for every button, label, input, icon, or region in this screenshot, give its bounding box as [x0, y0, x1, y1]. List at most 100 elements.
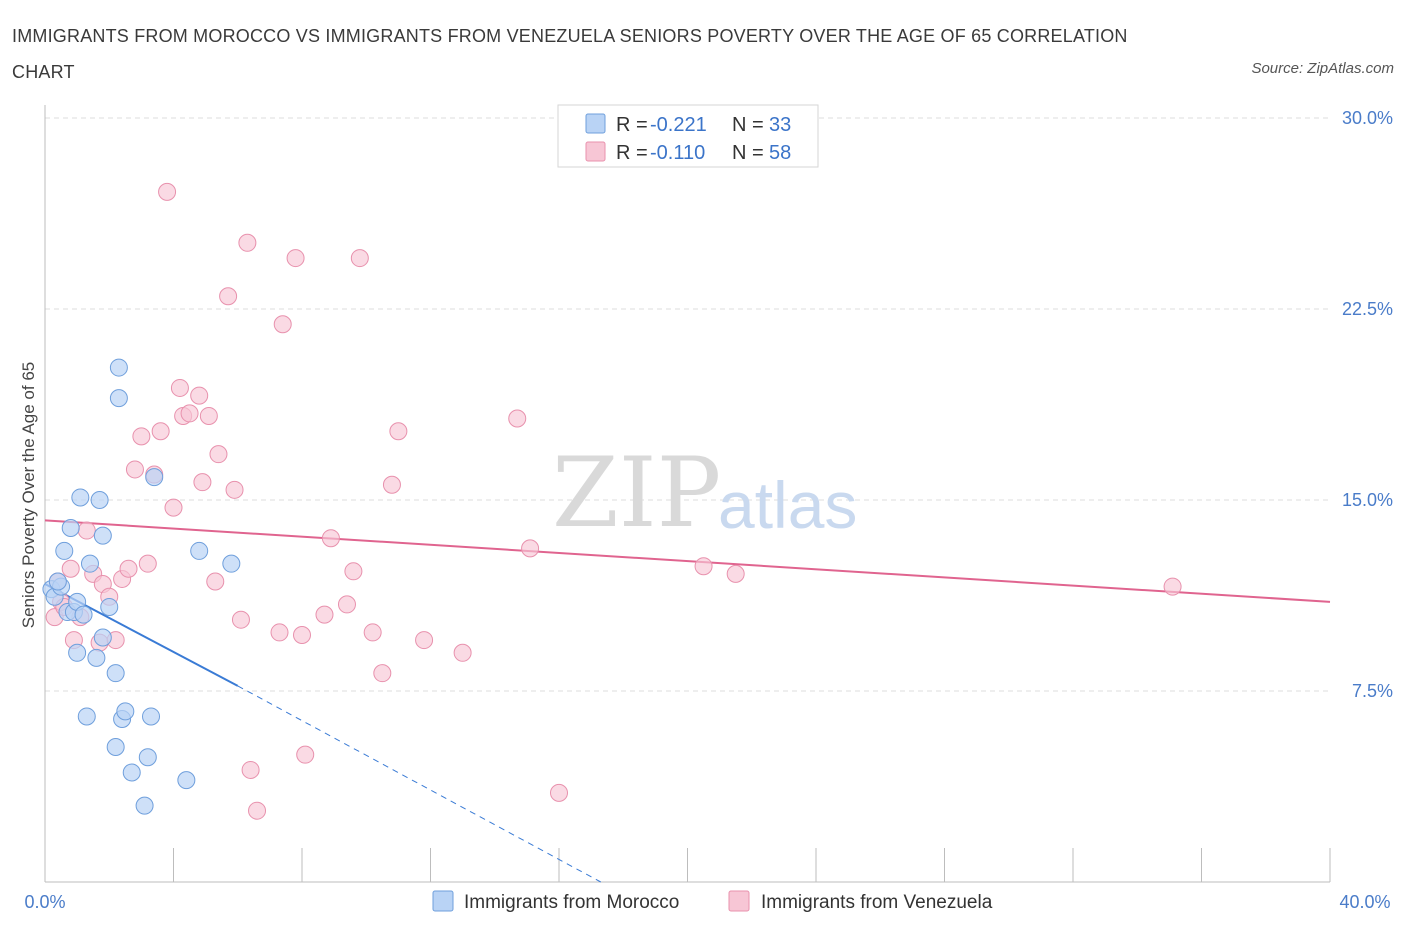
legend-r-label-venezuela: R = — [616, 142, 648, 164]
venezuela-point — [193, 473, 212, 492]
venezuela-point — [238, 233, 257, 252]
venezuela-point — [286, 249, 305, 268]
venezuela-point — [77, 521, 96, 540]
bottom-legend-label-venezuela: Immigrants from Venezuela — [761, 892, 993, 913]
legend-n-value-venezuela: 58 — [769, 142, 791, 164]
watermark-zip: ZIP — [552, 437, 721, 549]
venezuela-point — [293, 625, 311, 644]
venezuela-point — [382, 475, 401, 494]
venezuela-point — [508, 409, 527, 428]
legend-swatch-morocco — [585, 113, 606, 134]
morocco-point — [142, 707, 161, 726]
morocco-point — [93, 526, 112, 545]
venezuela-point — [453, 643, 472, 662]
morocco-point — [122, 763, 141, 782]
chart-title: IMMIGRANTS FROM MOROCCO VS IMMIGRANTS FR… — [12, 26, 1128, 82]
stats-legend: R = -0.221 N = 33 R = -0.110 N = 58 — [557, 104, 819, 168]
morocco-point — [116, 702, 135, 721]
morocco-point — [177, 771, 196, 790]
venezuela-point — [344, 562, 363, 581]
bottom-legend-swatch-venezuela — [728, 890, 750, 912]
morocco-point — [48, 572, 67, 591]
morocco-point — [71, 488, 90, 507]
y-tick-labels: 7.5% 15.0% 22.5% 30.0% — [1342, 108, 1393, 701]
x-tick-label-max: 40.0% — [1339, 892, 1390, 912]
venezuela-point — [231, 610, 250, 629]
morocco-point — [80, 554, 99, 573]
venezuela-point — [241, 760, 260, 779]
venezuela-point — [521, 539, 540, 558]
watermark-atlas: atlas — [718, 468, 857, 542]
morocco-point — [109, 389, 128, 408]
venezuela-point — [373, 664, 392, 683]
venezuela-point — [138, 554, 157, 573]
venezuela-point — [199, 406, 218, 425]
venezuela-point — [273, 315, 292, 334]
legend-r-value-morocco: -0.221 — [650, 114, 707, 136]
morocco-point — [222, 554, 241, 573]
venezuela-point — [296, 745, 315, 764]
venezuela-point — [190, 386, 209, 405]
venezuela-point — [1163, 577, 1182, 596]
y-tick-label: 7.5% — [1352, 681, 1393, 701]
morocco-point — [106, 664, 125, 683]
venezuela-point — [132, 427, 151, 446]
venezuela-point — [350, 249, 369, 268]
venezuela-point — [209, 445, 228, 464]
gridlines — [45, 117, 1330, 692]
venezuela-point — [158, 182, 177, 201]
morocco-point — [93, 628, 112, 647]
y-tick-label: 30.0% — [1342, 108, 1393, 128]
venezuela-point — [321, 529, 340, 548]
venezuela-point — [337, 595, 356, 614]
venezuela-point — [180, 404, 199, 423]
morocco-point — [68, 643, 87, 662]
legend-n-label-venezuela: N = — [732, 142, 764, 164]
morocco-point — [135, 796, 154, 815]
legend-swatch-venezuela — [585, 141, 606, 162]
morocco-trend-line-extension — [237, 685, 602, 883]
venezuela-point — [206, 572, 225, 591]
source-label: Source: ZipAtlas.com — [1251, 60, 1394, 77]
venezuela-point — [164, 498, 183, 517]
venezuela-point — [363, 623, 382, 642]
venezuela-point — [248, 801, 267, 820]
morocco-point — [109, 358, 128, 377]
morocco-point — [145, 468, 164, 487]
morocco-point — [106, 738, 125, 757]
morocco-point — [90, 491, 109, 509]
morocco-points — [42, 358, 241, 815]
venezuela-point — [270, 623, 289, 642]
trend-lines — [44, 519, 1331, 883]
morocco-point — [77, 707, 96, 726]
legend-r-label-morocco: R = — [616, 114, 648, 136]
y-axis-title: Seniors Poverty Over the Age of 65 — [19, 362, 38, 628]
venezuela-point — [61, 559, 80, 578]
venezuela-point — [225, 480, 244, 499]
venezuela-point — [151, 422, 170, 441]
venezuela-point — [694, 557, 713, 576]
morocco-point — [100, 597, 119, 616]
morocco-point — [55, 541, 74, 560]
x-tick-label-min: 0.0% — [24, 892, 65, 912]
legend-n-value-morocco: 33 — [769, 114, 791, 136]
venezuela-point — [119, 559, 138, 578]
morocco-point — [190, 541, 209, 560]
venezuela-point — [726, 564, 745, 583]
venezuela-point — [219, 287, 238, 306]
venezuela-point — [389, 422, 408, 441]
morocco-point — [74, 605, 93, 624]
legend-n-label-morocco: N = — [732, 114, 764, 136]
venezuela-point — [170, 378, 189, 397]
y-tick-label: 22.5% — [1342, 299, 1393, 319]
venezuela-point — [415, 631, 434, 650]
morocco-point — [61, 519, 80, 538]
bottom-legend: Immigrants from Morocco Immigrants from … — [432, 890, 993, 913]
venezuela-point — [315, 605, 334, 624]
venezuela-point — [125, 460, 144, 479]
legend-r-value-venezuela: -0.110 — [650, 142, 705, 164]
bottom-legend-label-morocco: Immigrants from Morocco — [464, 892, 679, 913]
venezuela-trend-line — [44, 519, 1331, 603]
morocco-point — [87, 648, 106, 667]
